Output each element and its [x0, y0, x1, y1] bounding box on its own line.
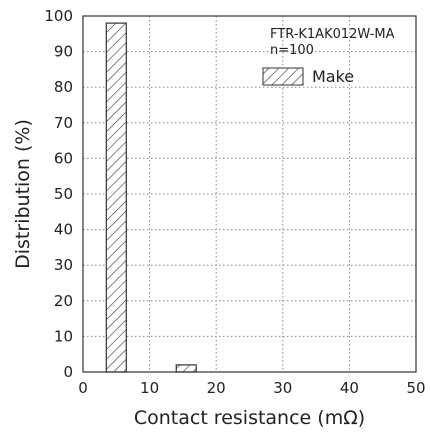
bar [105, 22, 127, 373]
y-tick-label: 90 [54, 43, 73, 61]
x-tick-label: 50 [406, 379, 425, 397]
y-tick-label: 40 [54, 221, 73, 239]
x-tick-label: 0 [78, 379, 88, 397]
y-tick-label: 20 [54, 292, 73, 310]
legend-label-make: Make [312, 67, 354, 86]
y-tick-label: 70 [54, 114, 73, 132]
bars [105, 22, 197, 373]
plot-frame [82, 15, 417, 373]
y-axis-title: Distribution (%) [12, 119, 34, 269]
model-annotation: FTR-K1AK012W-MA [270, 27, 395, 42]
y-tick-label: 100 [44, 7, 73, 25]
tick-labels: 0 10 20 30 40 50 60 70 80 90 100 0 10 20 30 40 50 [44, 7, 425, 397]
y-tick-label: 60 [54, 149, 73, 167]
x-axis-title: Contact resistance (mΩ) [134, 407, 365, 429]
y-tick-label: 30 [54, 256, 73, 274]
x-tick-label: 40 [340, 379, 359, 397]
y-tick-label: 80 [54, 78, 73, 96]
x-tick-label: 30 [273, 379, 292, 397]
legend: Make [262, 67, 354, 86]
sample-size-annotation: n=100 [270, 43, 314, 58]
x-tick-label: 10 [140, 379, 159, 397]
x-tick-label: 20 [207, 379, 226, 397]
y-tick-label: 0 [63, 363, 73, 381]
y-tick-label: 50 [54, 185, 73, 203]
legend-swatch-make [262, 67, 304, 86]
bar [175, 364, 197, 373]
grid [83, 16, 416, 372]
y-tick-label: 10 [54, 327, 73, 345]
